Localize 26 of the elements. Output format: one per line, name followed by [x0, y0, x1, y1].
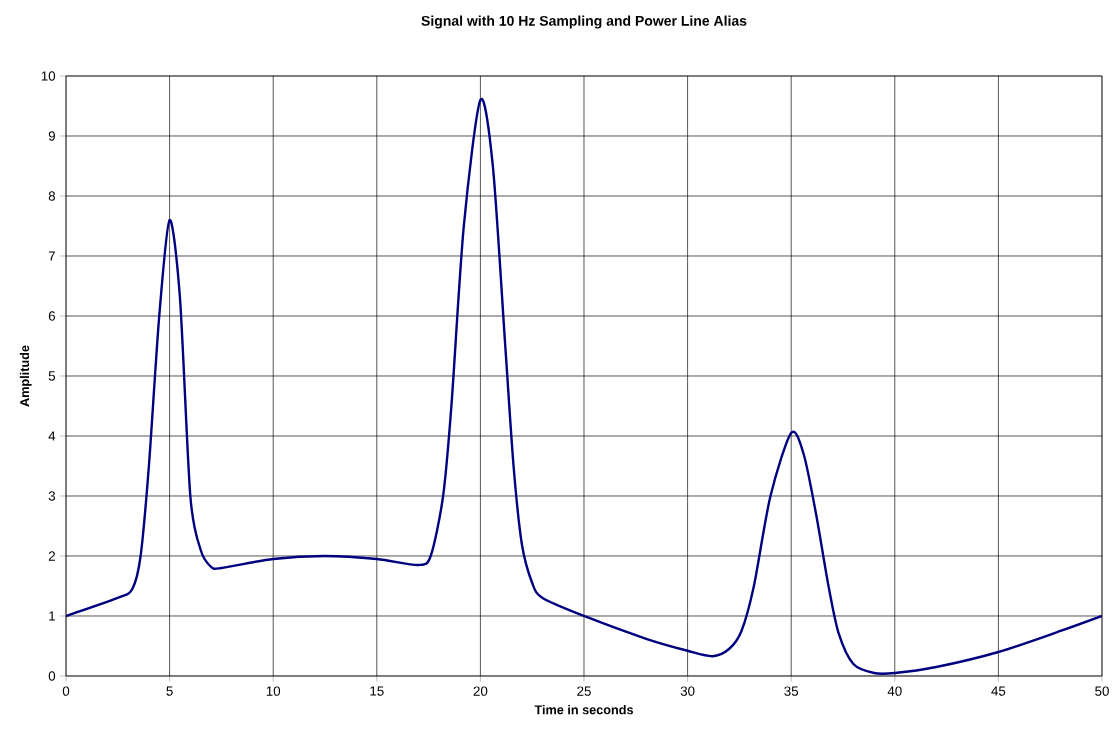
x-tick-label: 25 — [577, 686, 591, 696]
y-tick-label: 10 — [41, 71, 56, 81]
y-tick-label: 9 — [48, 131, 55, 141]
x-tick-label: 45 — [991, 686, 1006, 696]
x-tick-label: 40 — [887, 686, 902, 696]
line-series — [66, 98, 1102, 675]
x-tick-label: 10 — [266, 686, 281, 696]
x-tick-label: 35 — [784, 686, 799, 696]
x-tick-label: 15 — [370, 686, 384, 696]
x-tick-label: 20 — [473, 686, 488, 696]
y-tick-label: 3 — [48, 491, 56, 501]
y-tick-label: 1 — [49, 611, 55, 621]
y-axis-title: Amplitude — [19, 345, 32, 407]
y-tick-label: 7 — [48, 251, 55, 261]
x-tick-label: 30 — [680, 686, 695, 696]
chart-title: Signal with 10 Hz Sampling and Power Line Alias — [421, 15, 747, 29]
y-tick-label: 5 — [48, 371, 56, 381]
y-tick-label: 8 — [48, 191, 56, 201]
y-tick-label: 6 — [48, 311, 56, 321]
x-axis-title: Time in seconds — [534, 704, 633, 715]
y-tick-label: 0 — [48, 671, 56, 681]
y-tick-label: 4 — [48, 431, 56, 441]
x-tick-label: 5 — [166, 686, 173, 696]
x-tick-label: 0 — [62, 686, 70, 696]
x-tick-label: 50 — [1095, 686, 1109, 696]
y-tick-label: 2 — [48, 551, 55, 561]
